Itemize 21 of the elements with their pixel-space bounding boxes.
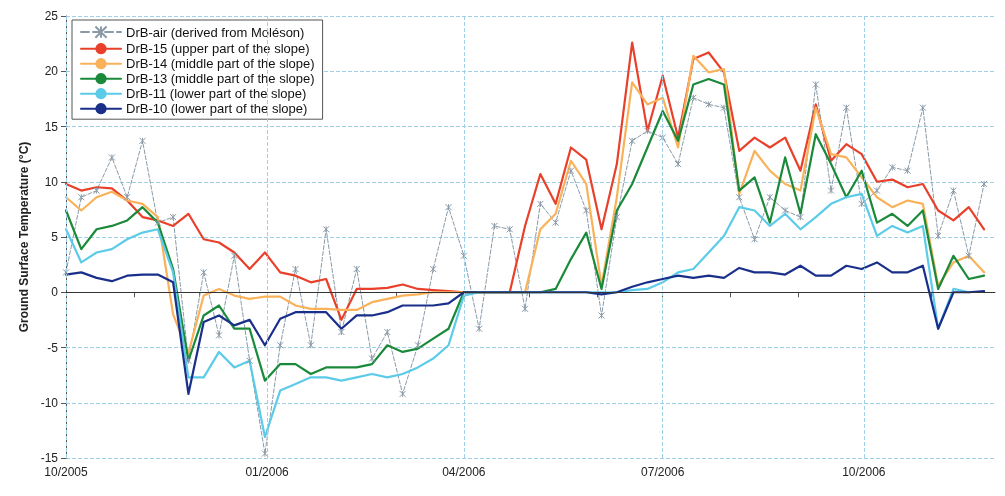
- y-tick-label: 15: [44, 119, 59, 134]
- x-tick-label: 04/2006: [442, 465, 486, 479]
- y-tick-label: 0: [51, 285, 59, 300]
- y-tick-label: -15: [40, 451, 59, 465]
- y-tick-label: 10: [44, 174, 59, 189]
- legend-label: DrB-air (derived from Moléson): [126, 24, 305, 40]
- legend-label: DrB-10 (lower part of the slope): [126, 101, 308, 117]
- x-tick-label: 10/2005: [44, 465, 89, 479]
- y-tick-label: 20: [44, 64, 59, 79]
- y-tick-label: 5: [51, 230, 59, 244]
- line-series: [64, 261, 986, 396]
- x-tick-label: 10/2006: [842, 465, 886, 479]
- y-tick-label: -10: [40, 395, 59, 410]
- legend-label: DrB-13 (middle part of the slope): [126, 71, 315, 87]
- x-tick-label: 01/2006: [245, 465, 290, 479]
- y-axis-title: Ground Surface Temperature (°C): [16, 141, 31, 333]
- y-tick-label: -5: [47, 340, 59, 355]
- legend-label: DrB-14 (middle part of the slope): [126, 56, 315, 72]
- legend-label: DrB-11 (lower part of the slope): [126, 86, 307, 102]
- y-tick-label: 25: [44, 9, 59, 23]
- x-tick-label: 07/2006: [641, 465, 685, 479]
